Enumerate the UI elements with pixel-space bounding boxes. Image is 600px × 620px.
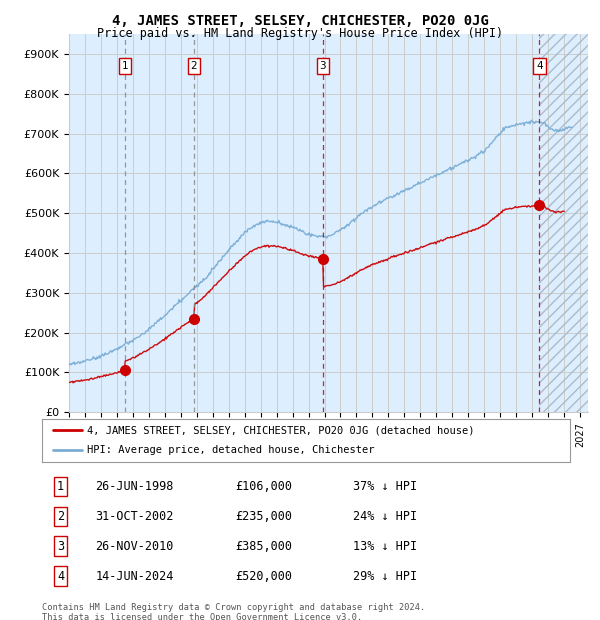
Text: £106,000: £106,000 <box>235 480 292 493</box>
Text: 2: 2 <box>191 61 197 71</box>
Text: 26-NOV-2010: 26-NOV-2010 <box>95 540 173 553</box>
Text: HPI: Average price, detached house, Chichester: HPI: Average price, detached house, Chic… <box>87 445 374 455</box>
Text: £385,000: £385,000 <box>235 540 292 553</box>
Text: 31-OCT-2002: 31-OCT-2002 <box>95 510 173 523</box>
Text: £520,000: £520,000 <box>235 570 292 583</box>
Text: Price paid vs. HM Land Registry's House Price Index (HPI): Price paid vs. HM Land Registry's House … <box>97 27 503 40</box>
Text: 37% ↓ HPI: 37% ↓ HPI <box>353 480 417 493</box>
Text: 26-JUN-1998: 26-JUN-1998 <box>95 480 173 493</box>
Bar <box>539 34 588 412</box>
Text: £235,000: £235,000 <box>235 510 292 523</box>
Text: 24% ↓ HPI: 24% ↓ HPI <box>353 510 417 523</box>
Text: 3: 3 <box>57 540 64 553</box>
Text: 2: 2 <box>57 510 64 523</box>
Text: 1: 1 <box>57 480 64 493</box>
Text: 4, JAMES STREET, SELSEY, CHICHESTER, PO20 0JG: 4, JAMES STREET, SELSEY, CHICHESTER, PO2… <box>112 14 488 28</box>
Bar <box>539 34 588 412</box>
Text: 4: 4 <box>536 61 542 71</box>
Text: 29% ↓ HPI: 29% ↓ HPI <box>353 570 417 583</box>
Text: 4, JAMES STREET, SELSEY, CHICHESTER, PO20 0JG (detached house): 4, JAMES STREET, SELSEY, CHICHESTER, PO2… <box>87 425 475 435</box>
Text: 14-JUN-2024: 14-JUN-2024 <box>95 570 173 583</box>
Text: 1: 1 <box>121 61 128 71</box>
Text: 13% ↓ HPI: 13% ↓ HPI <box>353 540 417 553</box>
Text: 3: 3 <box>320 61 326 71</box>
Text: Contains HM Land Registry data © Crown copyright and database right 2024.
This d: Contains HM Land Registry data © Crown c… <box>42 603 425 620</box>
Text: 4: 4 <box>57 570 64 583</box>
